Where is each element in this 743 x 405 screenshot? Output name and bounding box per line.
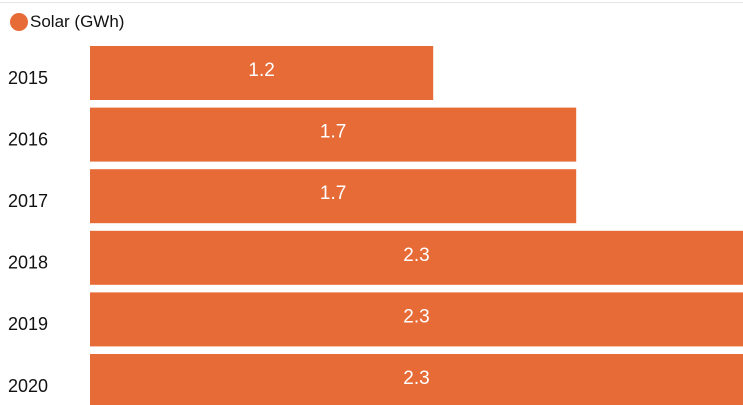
legend: Solar (GWh): [10, 11, 124, 33]
category-label-2015: 2015: [8, 68, 48, 88]
data-label-2016: 1.7: [320, 122, 346, 143]
data-label-2019: 2.3: [403, 306, 429, 327]
data-label-2020: 2.3: [403, 368, 429, 389]
category-label-2020: 2020: [8, 376, 48, 396]
bar-2015: [90, 46, 434, 100]
bar-2019: [90, 292, 743, 347]
legend-swatch-icon: [10, 13, 28, 31]
data-label-2015: 1.2: [248, 60, 274, 81]
bar-2018: [90, 230, 743, 285]
bar-2020: [90, 354, 743, 405]
legend-label: Solar (GWh): [30, 12, 125, 31]
top-divider: [0, 2, 743, 3]
category-label-2016: 2016: [8, 129, 48, 149]
category-label-2018: 2018: [8, 253, 48, 273]
category-label-2017: 2017: [8, 191, 48, 211]
data-label-2017: 1.7: [320, 183, 346, 204]
data-label-2018: 2.3: [403, 245, 429, 266]
bar-2017: [90, 169, 577, 224]
category-label-2019: 2019: [8, 314, 48, 334]
bar-2016: [90, 107, 577, 162]
